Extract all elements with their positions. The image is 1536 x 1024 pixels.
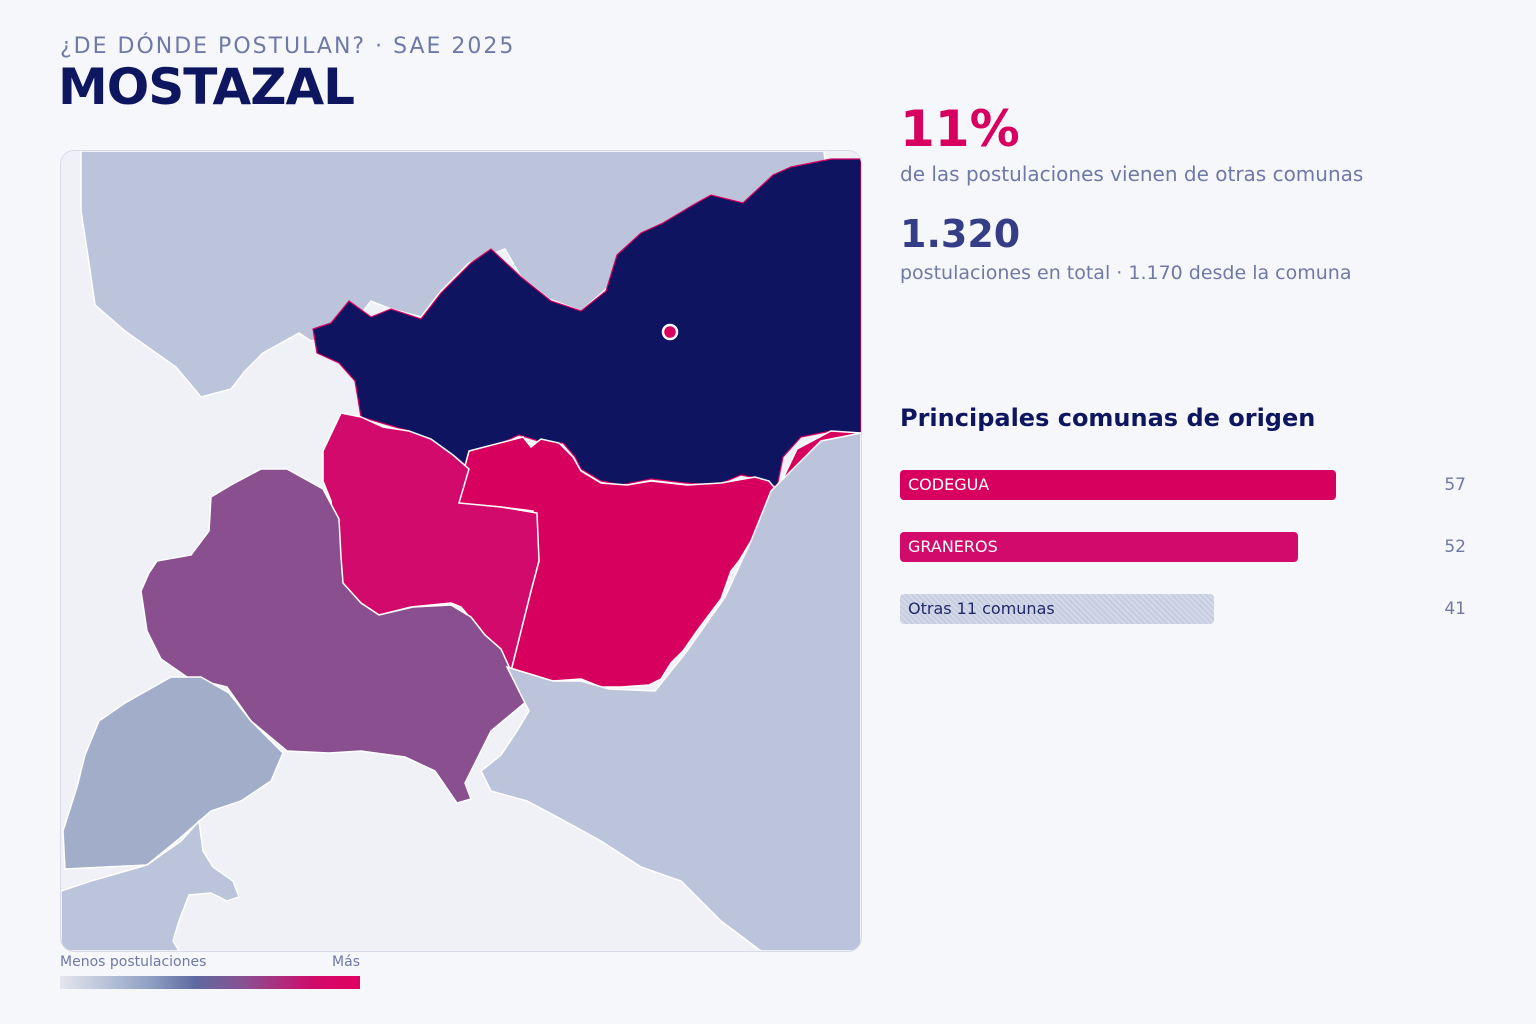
kpi-percentage-caption: de las postulaciones vienen de otras com… [900, 162, 1364, 186]
region-south-purple[interactable] [140, 468, 528, 804]
region-south-far-west [61, 819, 240, 951]
ranking-row[interactable]: GRANEROS 52 [900, 532, 1466, 562]
ranking-title: Principales comunas de origen [900, 404, 1316, 432]
ranking-bar-value: 52 [1444, 537, 1466, 557]
ranking-row[interactable]: CODEGUA 57 [900, 470, 1466, 500]
region-south-east [480, 432, 861, 951]
home-marker[interactable] [661, 323, 679, 341]
ranking-bar-value: 57 [1444, 475, 1466, 495]
kpi-total-caption: postulaciones en total · 1.170 desde la … [900, 262, 1352, 284]
ranking-bar-label: Otras 11 comunas [908, 599, 1055, 618]
ranking-bar-label: CODEGUA [908, 475, 990, 494]
legend-gradient [60, 976, 360, 989]
ranking-row[interactable]: Otras 11 comunas 41 [900, 594, 1466, 624]
kpi-percentage: 11% [900, 100, 1020, 158]
ranking-bar [900, 470, 1336, 500]
kpi-total: 1.320 [900, 212, 1021, 256]
ranking-bar-value: 41 [1444, 599, 1466, 619]
legend-high-label: Más [332, 954, 360, 970]
legend-low-label: Menos postulaciones [60, 954, 207, 970]
ranking-bar [900, 594, 1214, 624]
map-legend: Menos postulaciones Más [60, 954, 360, 989]
map-svg [61, 151, 861, 951]
page-kicker: ¿DE DÓNDE POSTULAN? · SAE 2025 [60, 34, 516, 59]
ranking-bar-label: GRANEROS [908, 537, 998, 556]
region-south-west [62, 676, 284, 870]
choropleth-map[interactable] [60, 150, 862, 952]
page-title: MOSTAZAL [58, 58, 355, 116]
ranking-bar [900, 532, 1298, 562]
